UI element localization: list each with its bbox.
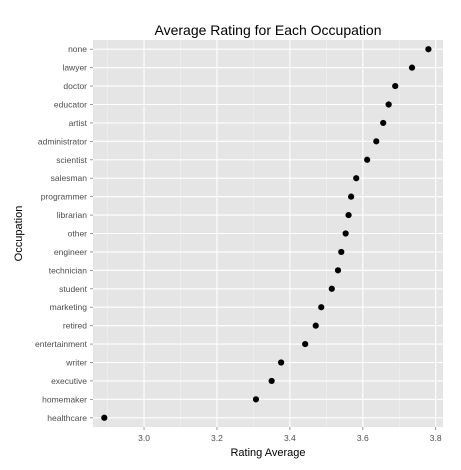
data-point-none	[425, 46, 432, 53]
y-tick-label: scientist	[56, 155, 87, 165]
y-tick-label: retired	[63, 321, 87, 331]
x-tick-label: 3.4	[284, 433, 296, 443]
y-axis-title: Occupation	[13, 206, 25, 262]
data-point-technician	[334, 267, 342, 274]
x-tick-label: 3.8	[430, 433, 442, 443]
y-tick-label: lawyer	[62, 63, 87, 73]
data-point-scientist	[364, 156, 371, 163]
y-tick-label: doctor	[63, 81, 87, 91]
x-tick-labels: 3.0 3.2 3.4 3.6 3.8	[138, 427, 442, 443]
y-tick-label: entertainment	[35, 339, 88, 349]
data-point-executive	[268, 377, 275, 385]
y-tick-label: librarian	[57, 210, 88, 220]
data-point-healthcare	[101, 414, 108, 421]
y-tick-label: writer	[65, 358, 87, 368]
y-tick-labels: none lawyer doctor educator artist administra…	[35, 44, 93, 423]
y-tick-label: technician	[49, 265, 88, 275]
y-tick-label: other	[68, 229, 88, 239]
y-tick-label: executive	[51, 376, 87, 386]
data-point-engineer	[338, 248, 345, 256]
data-point-artist	[380, 119, 387, 127]
data-point-lawyer	[408, 64, 416, 71]
data-point-other	[342, 230, 349, 237]
data-point-entertainment	[302, 340, 309, 348]
data-point-writer	[278, 359, 285, 366]
y-tick-label: none	[68, 44, 87, 54]
x-axis-title: Rating Average	[230, 447, 305, 459]
data-point-administrator	[373, 138, 380, 145]
y-tick-label: healthcare	[47, 413, 87, 423]
y-tick-label: student	[59, 284, 88, 294]
major-gridlines	[93, 40, 443, 427]
y-tick-label: homemaker	[42, 394, 87, 404]
y-tick-label: educator	[54, 100, 87, 110]
y-tick-label: salesman	[51, 173, 88, 183]
data-point-salesman	[353, 175, 360, 182]
data-point-programmer	[348, 193, 355, 200]
y-tick-label: administrator	[38, 136, 87, 146]
y-tick-label: programmer	[41, 192, 87, 202]
data-point-marketing	[318, 304, 325, 311]
data-point-homemaker	[252, 396, 260, 403]
data-points	[101, 46, 432, 421]
data-point-student	[328, 285, 335, 292]
x-tick-label: 3.2	[211, 433, 223, 443]
data-point-educator	[385, 101, 392, 108]
x-tick-label: 3.6	[357, 433, 369, 443]
chart-title: Average Rating for Each Occupation	[155, 22, 382, 38]
data-point-retired	[312, 322, 319, 329]
y-tick-label: marketing	[50, 302, 88, 312]
x-tick-label: 3.0	[138, 433, 150, 443]
y-tick-label: artist	[69, 118, 88, 128]
y-tick-label: engineer	[54, 247, 87, 257]
data-point-doctor	[392, 82, 399, 90]
data-point-librarian	[345, 211, 352, 219]
